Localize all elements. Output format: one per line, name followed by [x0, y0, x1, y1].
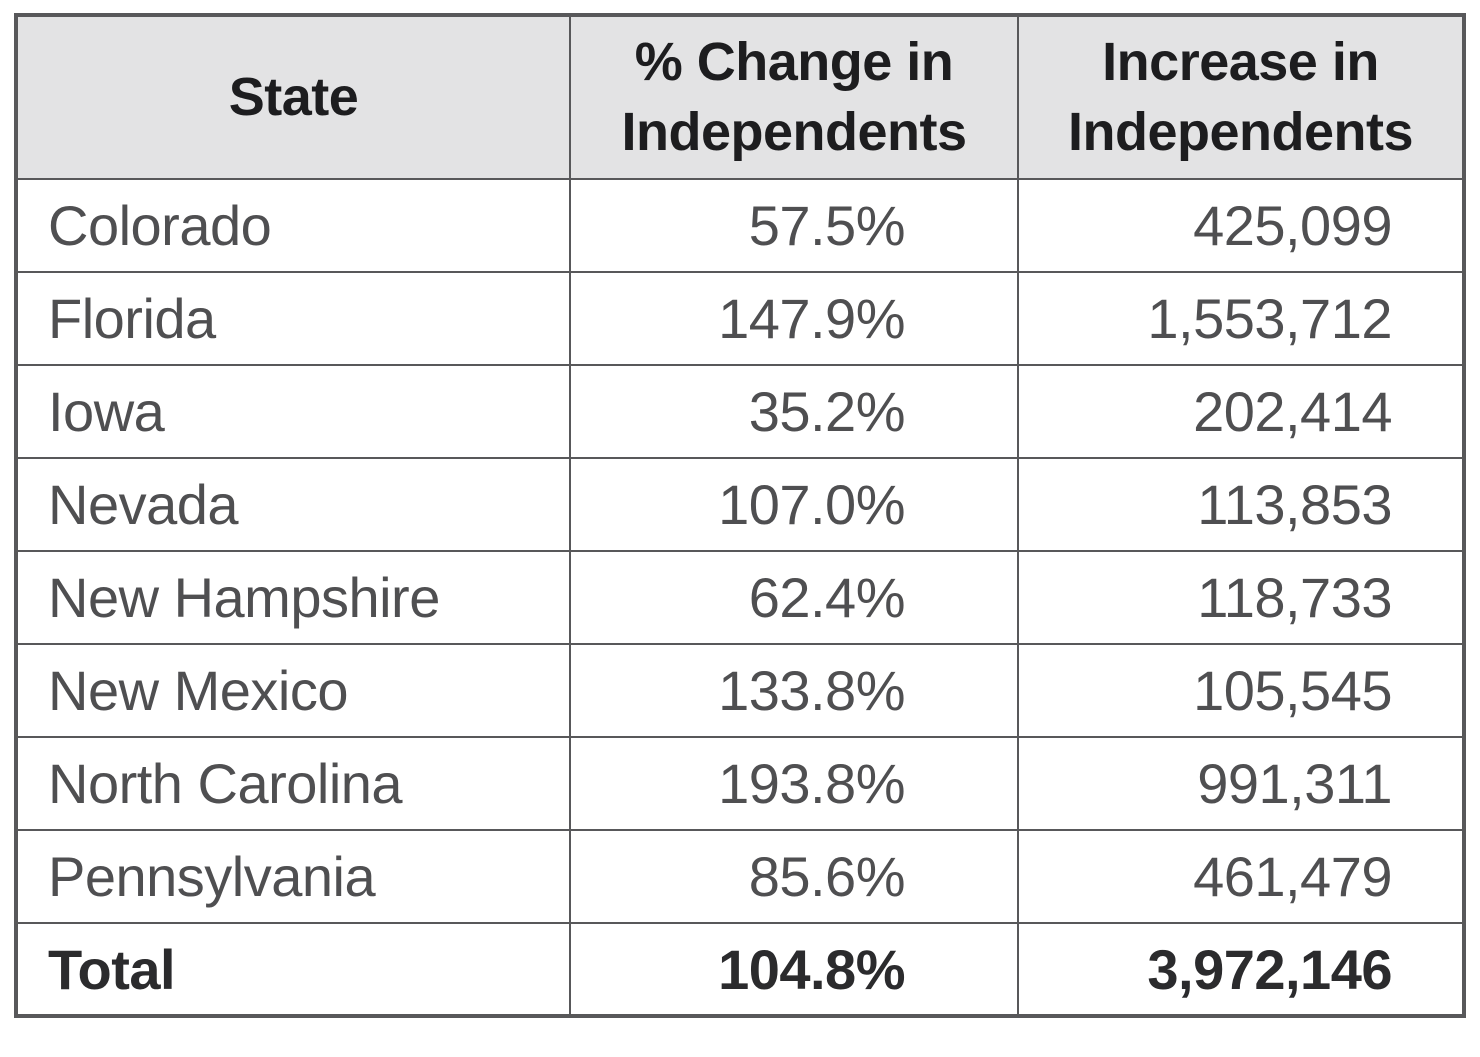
table-row: New Hampshire 62.4% 118,733 — [15, 550, 1465, 645]
cell-state: Pennsylvania — [15, 829, 571, 924]
cell-state: Colorado — [15, 178, 571, 273]
cell-increase: 991,311 — [1017, 736, 1465, 831]
cell-pct-change: 193.8% — [569, 736, 1019, 831]
cell-state: New Hampshire — [15, 550, 571, 645]
independents-table-container: State % Change in Independents Increase … — [14, 13, 1466, 1018]
independents-table: State % Change in Independents Increase … — [14, 13, 1466, 1018]
table-row: Colorado 57.5% 425,099 — [15, 178, 1465, 273]
cell-increase: 1,553,712 — [1017, 271, 1465, 366]
cell-increase: 105,545 — [1017, 643, 1465, 738]
cell-state: Nevada — [15, 457, 571, 552]
cell-increase: 202,414 — [1017, 364, 1465, 459]
total-row: Total 104.8% 3,972,146 — [15, 922, 1465, 1017]
cell-increase: 113,853 — [1017, 457, 1465, 552]
cell-pct-change: 147.9% — [569, 271, 1019, 366]
cell-state: Florida — [15, 271, 571, 366]
table-row: Iowa 35.2% 202,414 — [15, 364, 1465, 459]
cell-increase: 461,479 — [1017, 829, 1465, 924]
cell-increase: 425,099 — [1017, 178, 1465, 273]
header-row: State % Change in Independents Increase … — [15, 14, 1465, 180]
cell-pct-change: 35.2% — [569, 364, 1019, 459]
cell-state: Iowa — [15, 364, 571, 459]
cell-pct-change: 133.8% — [569, 643, 1019, 738]
cell-state: New Mexico — [15, 643, 571, 738]
cell-total-increase: 3,972,146 — [1017, 922, 1465, 1017]
cell-total-label: Total — [15, 922, 571, 1017]
table-row: Florida 147.9% 1,553,712 — [15, 271, 1465, 366]
table-row: Nevada 107.0% 113,853 — [15, 457, 1465, 552]
col-header-state: State — [15, 14, 571, 180]
col-header-pct-change: % Change in Independents — [569, 14, 1019, 180]
cell-pct-change: 85.6% — [569, 829, 1019, 924]
cell-increase: 118,733 — [1017, 550, 1465, 645]
cell-total-pct-change: 104.8% — [569, 922, 1019, 1017]
col-header-increase: Increase in Independents — [1017, 14, 1465, 180]
table-row: Pennsylvania 85.6% 461,479 — [15, 829, 1465, 924]
cell-pct-change: 57.5% — [569, 178, 1019, 273]
table-row: New Mexico 133.8% 105,545 — [15, 643, 1465, 738]
cell-pct-change: 107.0% — [569, 457, 1019, 552]
table-row: North Carolina 193.8% 991,311 — [15, 736, 1465, 831]
cell-pct-change: 62.4% — [569, 550, 1019, 645]
cell-state: North Carolina — [15, 736, 571, 831]
